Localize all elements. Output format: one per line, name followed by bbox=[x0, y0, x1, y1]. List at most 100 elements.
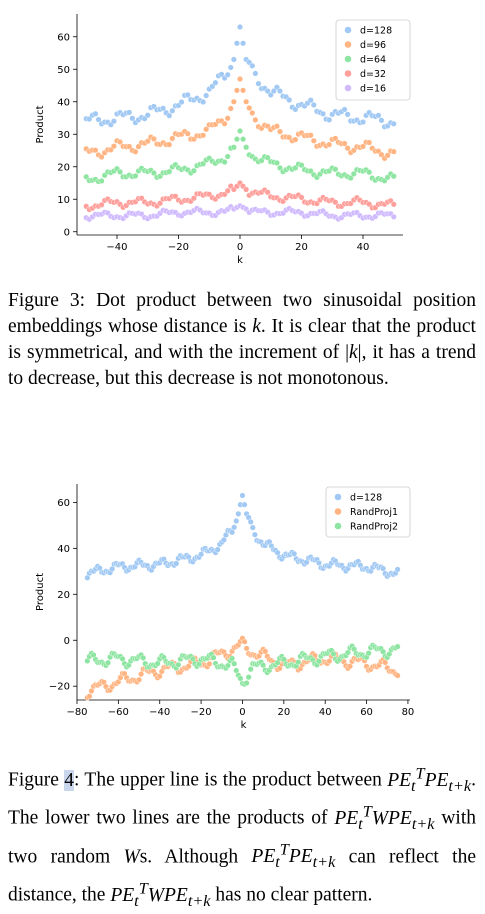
data-point bbox=[203, 92, 210, 99]
data-point bbox=[247, 518, 254, 525]
data-point bbox=[98, 201, 105, 208]
data-point bbox=[310, 137, 317, 144]
x-tick-label: −60 bbox=[108, 707, 129, 718]
data-point bbox=[390, 173, 397, 180]
legend-marker bbox=[344, 55, 352, 63]
data-point bbox=[326, 141, 333, 148]
data-point bbox=[332, 135, 339, 142]
y-axis-label: Product bbox=[35, 573, 46, 611]
data-point bbox=[341, 106, 348, 113]
data-point bbox=[236, 127, 243, 134]
data-point bbox=[330, 650, 337, 657]
legend-marker bbox=[334, 493, 342, 501]
data-point bbox=[129, 115, 136, 122]
data-point bbox=[126, 143, 133, 150]
data-point bbox=[267, 91, 274, 98]
data-point bbox=[233, 40, 240, 47]
legend: d=128 d=96 d=64 d=32 d=16 bbox=[335, 19, 411, 101]
x-tick-label: 20 bbox=[295, 242, 308, 253]
legend-marker bbox=[344, 70, 352, 77]
x-tick-label: −80 bbox=[66, 707, 87, 718]
data-point bbox=[236, 75, 243, 82]
data-point bbox=[264, 154, 271, 161]
series-d-96 bbox=[83, 75, 397, 162]
figure-3-caption-label: Figure 3: bbox=[8, 290, 86, 311]
series-d-128 bbox=[83, 24, 397, 130]
x-axis-label: k bbox=[241, 720, 247, 731]
data-point bbox=[243, 680, 250, 687]
data-point bbox=[320, 110, 327, 117]
data-point bbox=[360, 143, 367, 150]
data-point bbox=[307, 97, 314, 104]
legend-entry: d=96 bbox=[360, 40, 386, 51]
data-point bbox=[247, 666, 254, 673]
data-point bbox=[200, 132, 207, 139]
y-axis-label: Product bbox=[35, 105, 46, 143]
data-point bbox=[221, 120, 228, 127]
data-point bbox=[245, 674, 252, 681]
data-point bbox=[190, 195, 197, 202]
figure-3: −40 −20 0 20 40 0 10 20 30 40 50 60 k Product d=128 d=9… bbox=[0, 0, 485, 285]
data-point bbox=[382, 659, 389, 666]
legend-entry: d=128 bbox=[350, 493, 382, 504]
y-tick-label: 30 bbox=[57, 130, 70, 141]
series-d-128 bbox=[84, 492, 401, 581]
data-point bbox=[255, 80, 262, 87]
legend-marker bbox=[344, 26, 352, 34]
data-point bbox=[105, 659, 112, 666]
series-d-32 bbox=[83, 179, 397, 213]
data-point bbox=[394, 672, 401, 679]
data-point bbox=[344, 145, 351, 152]
data-point bbox=[298, 194, 305, 201]
data-point bbox=[366, 169, 373, 176]
data-point bbox=[206, 660, 213, 667]
legend-marker bbox=[344, 41, 352, 48]
data-point bbox=[200, 98, 207, 105]
data-point bbox=[243, 98, 250, 105]
y-tick-label: 0 bbox=[64, 227, 70, 238]
data-point bbox=[315, 658, 322, 665]
data-point bbox=[390, 213, 397, 220]
data-point bbox=[229, 655, 236, 662]
data-point bbox=[172, 193, 179, 200]
data-point bbox=[276, 128, 283, 135]
data-point bbox=[117, 138, 124, 145]
data-point bbox=[110, 118, 117, 125]
legend-entry: d=64 bbox=[360, 55, 386, 66]
x-tick-label: −40 bbox=[149, 707, 170, 718]
data-point bbox=[169, 107, 176, 114]
data-point bbox=[394, 643, 401, 650]
data-point bbox=[210, 654, 217, 661]
data-point bbox=[273, 123, 280, 130]
x-tick-label: 80 bbox=[402, 707, 415, 718]
data-point bbox=[251, 531, 258, 538]
data-point bbox=[157, 200, 164, 207]
data-point bbox=[173, 560, 180, 567]
data-point bbox=[169, 135, 176, 142]
data-point bbox=[249, 524, 256, 531]
x-tick-label: 0 bbox=[237, 242, 243, 253]
data-point bbox=[249, 109, 256, 116]
x-tick-label: 40 bbox=[319, 707, 332, 718]
data-point bbox=[135, 143, 142, 150]
x-tick-label: 0 bbox=[239, 707, 245, 718]
data-point bbox=[365, 650, 372, 657]
data-point bbox=[166, 141, 173, 148]
data-point bbox=[332, 166, 339, 173]
data-point bbox=[243, 186, 250, 193]
data-point bbox=[198, 551, 205, 558]
legend-entry: d=128 bbox=[360, 26, 392, 37]
y-tick-label: 60 bbox=[57, 32, 70, 43]
data-point bbox=[243, 144, 250, 151]
y-tick-label: 20 bbox=[57, 590, 70, 601]
data-point bbox=[224, 187, 231, 194]
series-randproj2 bbox=[84, 642, 401, 688]
legend-entry: d=32 bbox=[360, 69, 386, 80]
data-point bbox=[240, 87, 247, 94]
y-tick-label: 50 bbox=[57, 65, 70, 76]
data-point bbox=[166, 168, 173, 175]
data-point bbox=[212, 79, 219, 86]
data-point bbox=[241, 501, 248, 508]
x-tick-label: −20 bbox=[191, 707, 212, 718]
legend-entry: RandProj2 bbox=[350, 522, 398, 533]
